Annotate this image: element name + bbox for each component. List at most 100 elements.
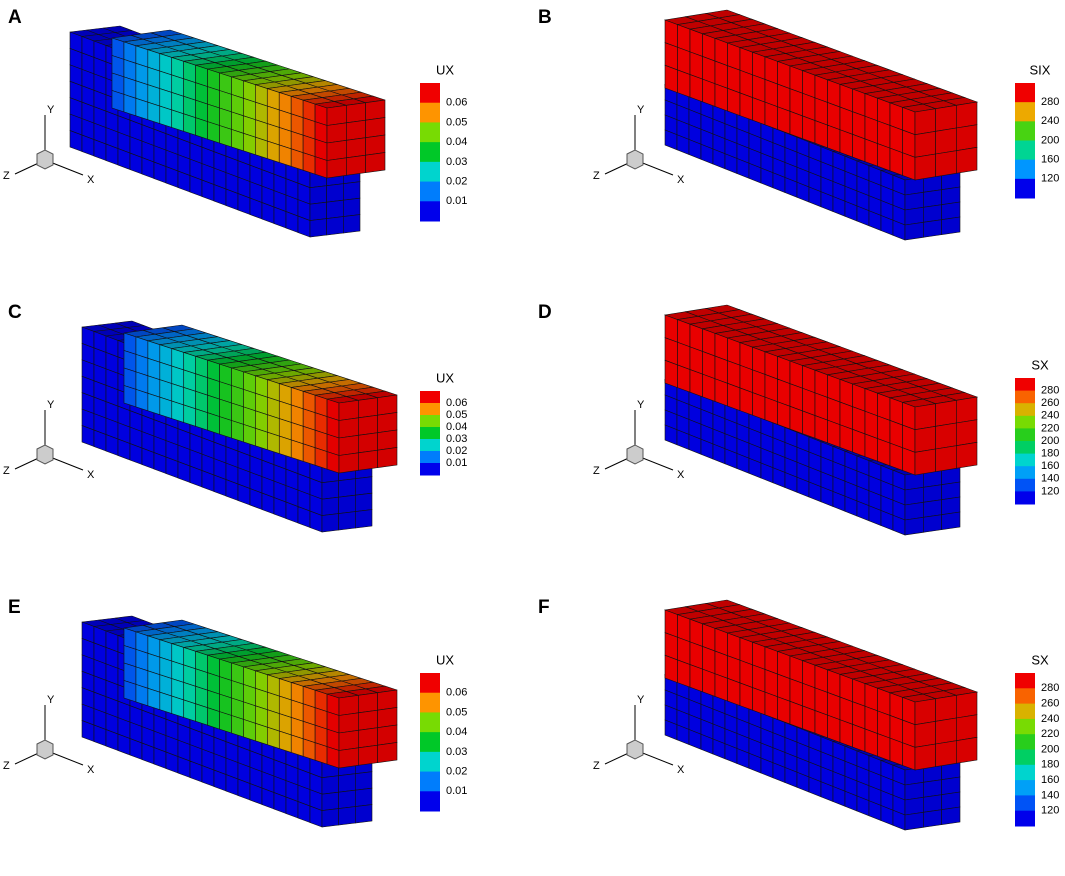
legend-swatch <box>420 102 440 123</box>
legend-tick-label: 0.03 <box>446 156 467 168</box>
legend-swatch <box>1015 734 1035 750</box>
mesh-cell <box>789 405 803 435</box>
mesh-cell <box>864 138 878 167</box>
mesh-cell <box>941 481 961 501</box>
triad-cube <box>36 149 54 170</box>
mesh-cell <box>255 136 268 159</box>
mesh-cell <box>290 148 304 171</box>
mesh-cell <box>231 420 244 443</box>
mesh-cell <box>338 712 359 734</box>
legend-swatch <box>1015 466 1035 480</box>
panel: E Y X Z UX 0.06 0.05 0.04 0.03 0.02 0.01 <box>3 597 467 828</box>
panel-label: A <box>8 7 22 28</box>
mesh-cell <box>338 399 359 421</box>
axis-label: Y <box>47 694 55 706</box>
legend-swatch <box>1015 478 1035 492</box>
legend-tick-label: 0.05 <box>446 409 467 421</box>
legend-tick-label: 0.05 <box>446 706 467 718</box>
legend-tick-label: 200 <box>1041 743 1059 755</box>
mesh-cell <box>923 189 942 208</box>
mesh-cell <box>764 691 778 720</box>
legend-swatch <box>420 122 440 143</box>
axis-triad: Y X Z <box>593 399 685 481</box>
legend-tick-label: 280 <box>1041 96 1059 108</box>
mesh-cell <box>904 206 924 226</box>
mesh-cell <box>923 514 942 533</box>
mesh-cell <box>326 157 347 179</box>
legend-swatch <box>420 712 440 733</box>
mesh-cell <box>777 401 791 430</box>
mesh-cell <box>902 447 916 476</box>
mesh-cell <box>326 122 347 144</box>
mesh-cell <box>365 99 386 121</box>
mesh-cell <box>904 796 924 816</box>
legend-tick-label: 0.04 <box>446 726 467 738</box>
mesh-cell <box>171 400 185 423</box>
mesh-cell <box>739 682 753 711</box>
mesh-cell <box>365 134 386 156</box>
mesh-cell <box>935 740 957 768</box>
mesh-cell <box>278 435 292 458</box>
legend-swatch <box>1015 749 1035 766</box>
mesh-cell <box>377 429 398 451</box>
mesh-cell <box>159 691 173 714</box>
mesh-cell <box>309 185 327 205</box>
mesh-cell <box>956 101 978 129</box>
mesh-cell <box>358 727 378 749</box>
mesh-cell <box>956 736 978 764</box>
mesh-cell <box>904 191 924 211</box>
mesh-cell <box>956 691 978 719</box>
mesh-cell <box>904 781 924 801</box>
mesh-cell <box>231 128 244 152</box>
mesh-cell <box>852 723 866 753</box>
mesh-cell <box>135 683 149 707</box>
legend-swatch <box>1015 673 1035 689</box>
mesh-cell <box>243 718 256 742</box>
mesh-cell <box>852 133 866 163</box>
mesh-cell <box>941 511 961 531</box>
mesh-cell <box>255 427 268 451</box>
mesh-cell <box>677 364 691 393</box>
legend-tick-label: 0.04 <box>446 421 467 433</box>
mesh-cell <box>321 513 339 533</box>
mesh-cell <box>338 747 359 769</box>
mesh-cell <box>752 97 766 126</box>
mesh-cell <box>321 496 339 516</box>
mesh-cell <box>789 110 803 140</box>
mesh-cell <box>889 737 903 766</box>
mesh-cell <box>935 717 957 745</box>
mesh-cell <box>904 221 924 241</box>
mesh-cell <box>123 93 137 117</box>
legend-tick-label: 220 <box>1041 422 1059 434</box>
legend-tick-label: 220 <box>1041 728 1059 740</box>
mesh-cell <box>326 746 340 769</box>
mesh-cell <box>346 119 366 141</box>
mesh-cell <box>358 397 378 419</box>
mesh-cell <box>839 719 853 748</box>
mesh-cell <box>377 447 398 469</box>
mesh-cell <box>135 97 149 121</box>
mesh-cell <box>877 143 891 172</box>
legend-swatch <box>420 161 440 183</box>
mesh-cell <box>923 204 942 223</box>
mesh-cell <box>338 494 356 514</box>
mesh-cell <box>358 449 378 471</box>
legend-swatch <box>420 83 440 104</box>
axis-triad: Y X Z <box>593 104 685 186</box>
mesh-cell <box>309 218 327 238</box>
mesh-cell <box>338 417 359 439</box>
triad-cube <box>36 444 54 465</box>
legend-tick-label: 200 <box>1041 435 1059 447</box>
legend-swatch <box>1015 121 1035 141</box>
mesh-cell <box>689 74 703 103</box>
mesh-cell <box>956 396 978 424</box>
legend-tick-label: 120 <box>1041 805 1059 817</box>
legend-swatch <box>420 403 440 416</box>
legend-swatch <box>1015 83 1035 103</box>
mesh-cell <box>343 214 361 234</box>
mesh-cell <box>727 382 741 412</box>
legend-tick-label: 0.05 <box>446 116 467 128</box>
legend-swatch <box>1015 703 1035 720</box>
legend-tick-label: 0.04 <box>446 136 467 148</box>
mesh-cell <box>914 153 936 181</box>
